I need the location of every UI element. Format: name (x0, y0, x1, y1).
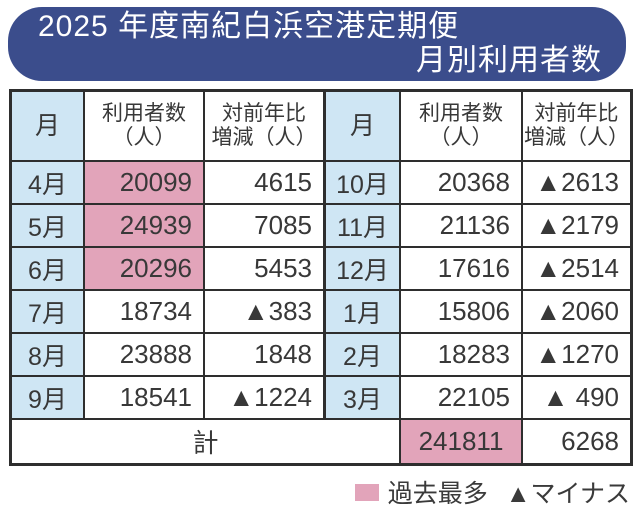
month-cell: 4月 (12, 162, 85, 205)
month-cell: 12月 (326, 248, 401, 291)
legend: 過去最多 ▲マイナス (354, 474, 630, 510)
users-cell: 18734 (85, 291, 205, 334)
users-cell: 21136 (401, 205, 523, 248)
users-cell: 20368 (401, 162, 523, 205)
users-cell: 24939 (85, 205, 205, 248)
change-cell: ▲1224 (205, 377, 326, 420)
change-cell: ▲ 490 (523, 377, 630, 420)
change-cell: 4615 (205, 162, 326, 205)
header-month-right: 月 (326, 92, 401, 162)
header-month-left: 月 (12, 92, 85, 162)
header-users-right: 利用者数 （人） (401, 92, 523, 162)
month-cell: 10月 (326, 162, 401, 205)
month-cell: 8月 (12, 334, 85, 377)
users-cell: 20296 (85, 248, 205, 291)
legend-past-record-label: 過去最多 (387, 480, 488, 508)
record-high-swatch-icon (354, 483, 379, 501)
change-cell: 5453 (205, 248, 326, 291)
change-cell: ▲2514 (523, 248, 630, 291)
change-cell: ▲2179 (523, 205, 630, 248)
users-cell: 22105 (401, 377, 523, 420)
change-cell: 7085 (205, 205, 326, 248)
users-cell: 20099 (85, 162, 205, 205)
change-cell: 1848 (205, 334, 326, 377)
month-cell: 7月 (12, 291, 85, 334)
title-line-2: 月別利用者数 (416, 44, 602, 77)
users-cell: 18283 (401, 334, 523, 377)
month-cell: 1月 (326, 291, 401, 334)
title-line-1: 2025 年度南紀白浜空港定期便 (38, 10, 460, 43)
header-users-left: 利用者数 （人） (85, 92, 205, 162)
change-cell: ▲1270 (523, 334, 630, 377)
monthly-users-table: 月 利用者数 （人） 対前年比 増減（人） 月 利用者数 （人） 対前年比 増減… (9, 89, 633, 466)
change-cell: ▲2060 (523, 291, 630, 334)
header-change-left: 対前年比 増減（人） (205, 92, 326, 162)
users-cell: 23888 (85, 334, 205, 377)
users-cell: 17616 (401, 248, 523, 291)
total-label-cell: 計 (12, 420, 401, 463)
change-cell: ▲383 (205, 291, 326, 334)
users-cell: 18541 (85, 377, 205, 420)
month-cell: 9月 (12, 377, 85, 420)
month-cell: 6月 (12, 248, 85, 291)
header-change-right: 対前年比 増減（人） (523, 92, 630, 162)
total-users-cell: 241811 (401, 420, 523, 463)
month-cell: 11月 (326, 205, 401, 248)
month-cell: 2月 (326, 334, 401, 377)
month-cell: 3月 (326, 377, 401, 420)
total-change-cell: 6268 (561, 426, 619, 456)
month-cell: 5月 (12, 205, 85, 248)
change-cell: ▲2613 (523, 162, 630, 205)
legend-minus-label: ▲マイナス (505, 480, 630, 508)
users-cell: 15806 (401, 291, 523, 334)
title-banner: 2025 年度南紀白浜空港定期便 月別利用者数 (8, 7, 626, 81)
